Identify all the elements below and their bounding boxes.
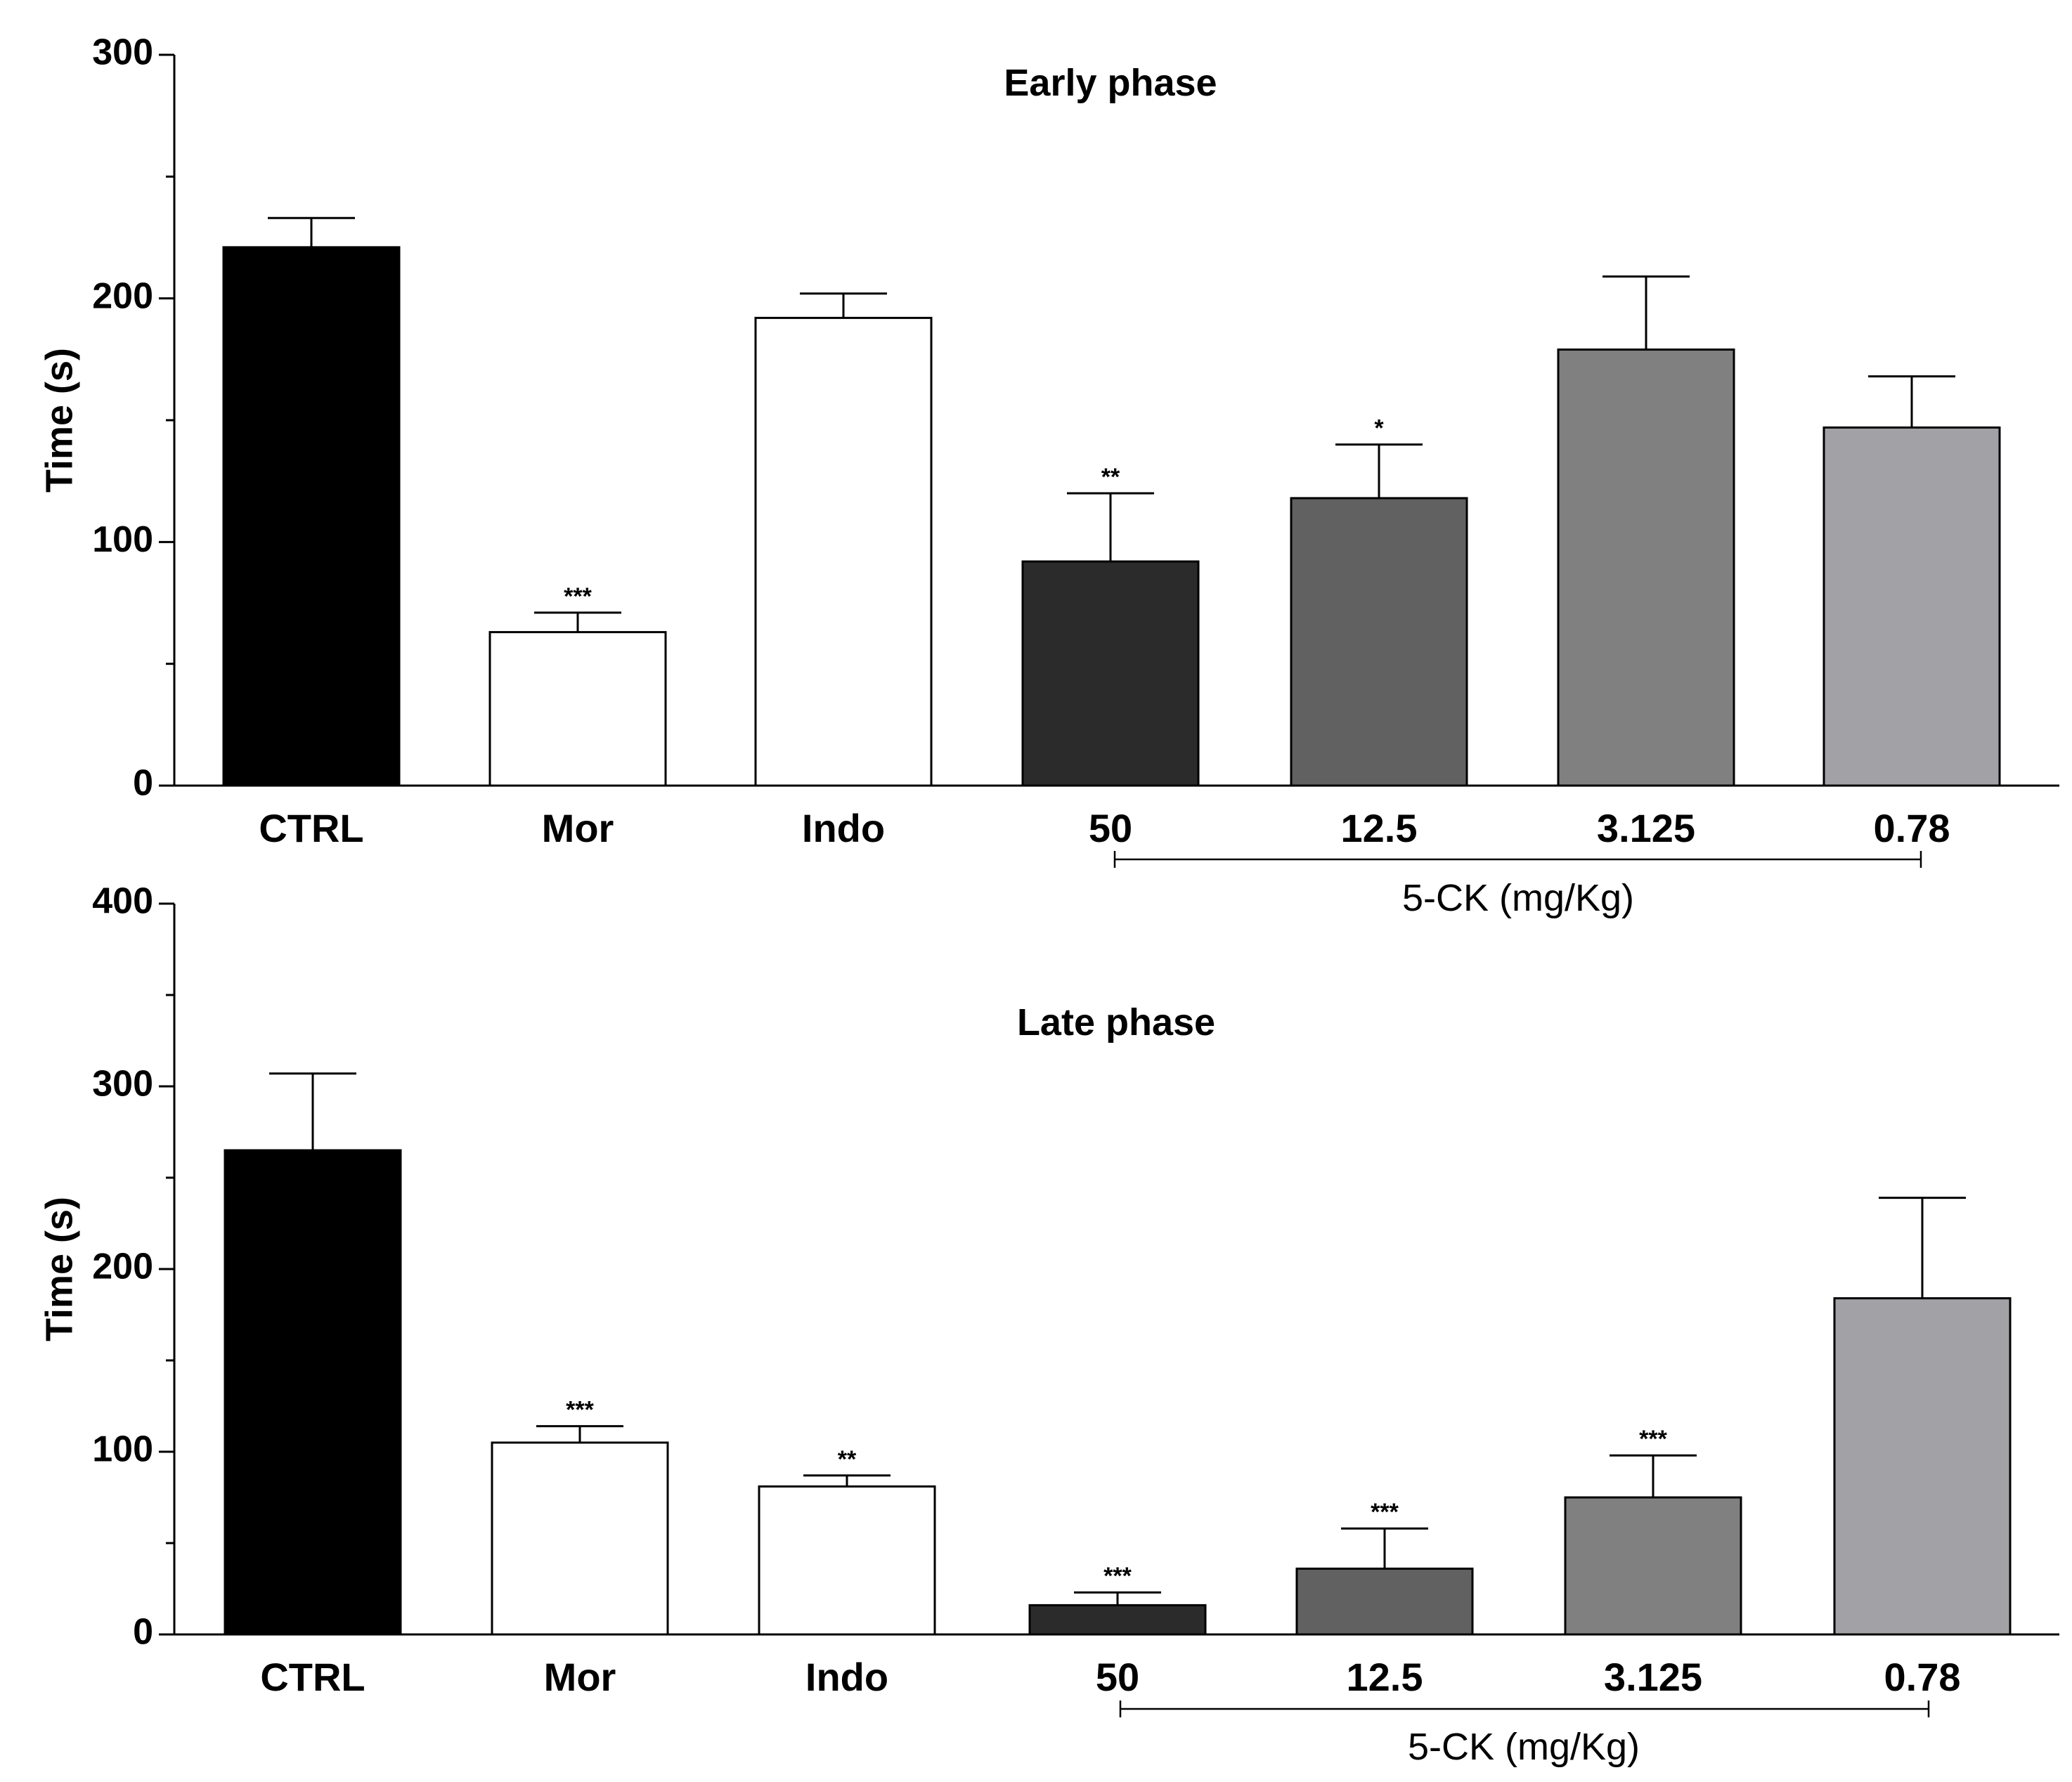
y-axis-label: Time (s) xyxy=(38,1197,80,1341)
bar xyxy=(1295,1567,1474,1636)
y-tick-label: 0 xyxy=(133,1612,153,1653)
group-bracket-label: 5-CK (mg/Kg) xyxy=(1408,1726,1640,1768)
bar xyxy=(1822,426,2001,787)
y-tick-label: 200 xyxy=(92,1247,153,1287)
y-tick-label: 100 xyxy=(92,1429,153,1470)
y-tick-label: 0 xyxy=(133,763,153,804)
significance-marker: * xyxy=(1374,415,1384,442)
y-axis-label: Time (s) xyxy=(38,348,80,493)
bar xyxy=(224,1149,402,1636)
y-tick-label: 300 xyxy=(92,1064,153,1105)
group-bracket-label: 5-CK (mg/Kg) xyxy=(1402,877,1634,919)
significance-marker: *** xyxy=(1639,1426,1667,1452)
x-tick-label: 50 xyxy=(1089,806,1132,850)
x-tick-label: 0.78 xyxy=(1874,806,1950,850)
y-tick-label: 300 xyxy=(92,32,153,73)
x-tick-label: 12.5 xyxy=(1341,806,1418,850)
x-tick-label: CTRL xyxy=(260,1655,365,1699)
significance-marker: *** xyxy=(1371,1499,1399,1526)
x-tick-label: 50 xyxy=(1096,1655,1139,1699)
x-tick-label: 0.78 xyxy=(1884,1655,1961,1699)
x-tick-label: 12.5 xyxy=(1347,1655,1423,1699)
y-tick-label: 100 xyxy=(92,519,153,560)
significance-marker: *** xyxy=(564,583,592,610)
bar xyxy=(222,246,401,787)
significance-marker: ** xyxy=(1101,464,1120,490)
bar xyxy=(1564,1496,1742,1636)
bar xyxy=(754,316,933,787)
bar xyxy=(758,1485,936,1636)
x-tick-label: 3.125 xyxy=(1604,1655,1702,1699)
bar xyxy=(1028,1604,1207,1636)
bar xyxy=(1557,348,1735,787)
chart-title: Early phase xyxy=(1004,62,1217,104)
significance-marker: ** xyxy=(838,1446,857,1473)
bar xyxy=(1290,497,1468,787)
x-tick-label: Indo xyxy=(802,806,885,850)
x-tick-label: CTRL xyxy=(259,806,363,850)
early-phase-chart: Early phase Time (s) 5-CK (mg/Kg) 0 100 20… xyxy=(38,32,2059,919)
x-tick-label: Indo xyxy=(805,1655,888,1699)
x-tick-label: Mor xyxy=(542,806,614,850)
bar xyxy=(491,1441,669,1636)
y-tick-label: 200 xyxy=(92,275,153,316)
x-tick-label: Mor xyxy=(544,1655,616,1699)
bar xyxy=(1021,560,1200,787)
significance-marker: *** xyxy=(566,1397,594,1424)
y-tick-label: 400 xyxy=(92,881,153,922)
late-phase-chart: Late phase Time (s) 5-CK (mg/Kg) 0 100 200… xyxy=(38,881,2059,1768)
x-tick-label: 3.125 xyxy=(1597,806,1695,850)
bar xyxy=(488,631,667,787)
chart-title: Late phase xyxy=(1017,1001,1215,1043)
bar xyxy=(1833,1297,2012,1636)
significance-marker: *** xyxy=(1103,1563,1132,1589)
